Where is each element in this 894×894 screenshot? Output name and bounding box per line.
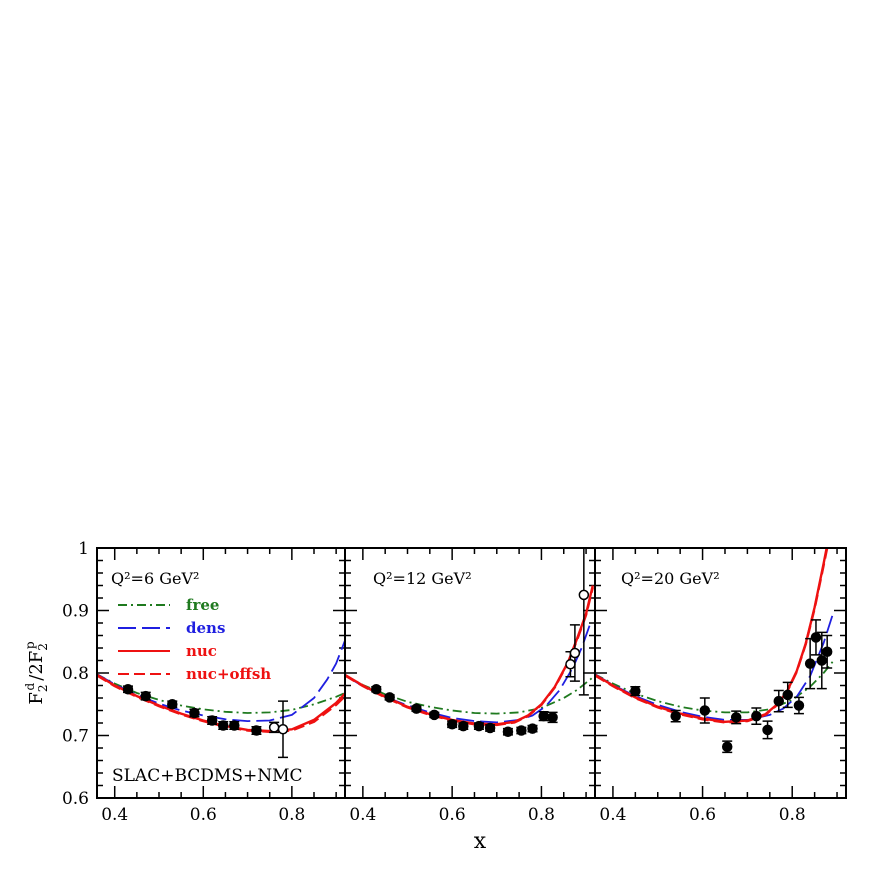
curve-nuc-offsh (595, 548, 829, 724)
panel-q2-12: 0.4 0.6 0.8 Q²=12 GeV² (344, 547, 596, 825)
curve-free (345, 674, 595, 715)
data-point-filled (547, 712, 558, 723)
data-point-filled (782, 689, 793, 701)
data-point-filled (810, 632, 822, 643)
data-point-filled (699, 705, 711, 716)
data-point-open (277, 724, 289, 735)
panel-ticks: 0.4 0.6 0.8 (97, 547, 345, 825)
data-point-filled (429, 709, 440, 721)
panel-title: Q²=12 GeV² (373, 569, 472, 588)
y-tick-label: 0.9 (62, 602, 89, 622)
legend-entry-dens: dens (118, 619, 225, 637)
data-point-filled (122, 684, 134, 695)
x-tick-label: 0.8 (528, 805, 555, 825)
curve-nuc (345, 585, 594, 726)
data-point-open (268, 722, 280, 733)
data-point-filled (751, 710, 762, 722)
legend-label-nuc-offsh: nuc+offsh (186, 665, 271, 683)
data-point-filled (527, 723, 538, 734)
x-tick-label: 0.4 (599, 805, 626, 825)
data-point-open (578, 589, 590, 601)
y-tick-label: 0.7 (62, 727, 89, 747)
panel-points (630, 619, 833, 754)
data-point-filled (821, 646, 833, 657)
curve-nuc-offsh (345, 587, 594, 727)
data-point-filled (773, 695, 785, 707)
legend-entry-nuc: nuc (118, 642, 217, 660)
panel-points (371, 548, 590, 737)
data-point-filled (251, 725, 262, 736)
legend-entry-free: free (118, 596, 219, 614)
data-point-filled (446, 719, 458, 730)
data-point-filled (217, 720, 229, 731)
y-axis-title: F2d/2F2p (23, 641, 50, 704)
data-point-filled (816, 655, 828, 666)
panel-curves (345, 585, 595, 727)
data-point-filled (189, 707, 200, 719)
x-axis-title: x (474, 829, 487, 854)
data-point-filled (384, 692, 395, 703)
data-point-filled (473, 720, 485, 732)
data-point-filled (502, 726, 514, 737)
curve-free (97, 673, 345, 714)
legend-label-free: free (186, 596, 219, 614)
data-point-open (565, 659, 576, 670)
data-point-filled (793, 700, 805, 711)
panel-ticks: 0.4 0.6 0.8 (595, 547, 846, 825)
y-tick-label: 0.8 (62, 664, 89, 684)
data-point-filled (206, 715, 218, 726)
panel-q2-6: 0.4 0.6 0.8 Q²=6 GeV² (96, 547, 346, 825)
data-point-filled (762, 724, 773, 736)
data-point-filled (167, 699, 178, 710)
panel-title: Q²=20 GeV² (621, 569, 720, 588)
x-tick-label: 0.8 (779, 805, 806, 825)
data-point-open (569, 647, 581, 659)
panel-curves (97, 640, 345, 733)
panel-frame (594, 547, 847, 799)
data-point-filled (411, 703, 422, 714)
legend-label-nuc: nuc (186, 642, 217, 660)
data-point-filled (371, 684, 382, 695)
data-point-filled (458, 720, 469, 732)
y-tick-labels: 0.6 0.7 0.8 0.9 1 (62, 539, 89, 809)
y-tick-label: 1 (78, 539, 89, 559)
legend: free dens nuc nuc+offsh (118, 596, 271, 683)
data-point-filled (538, 710, 549, 722)
legend-entry-nuc-offsh: nuc+offsh (118, 665, 271, 683)
data-point-filled (730, 712, 742, 723)
data-point-filled (630, 685, 641, 697)
data-point-filled (516, 725, 527, 736)
data-point-filled (804, 658, 816, 669)
x-tick-label: 0.6 (689, 805, 716, 825)
x-tick-label: 0.8 (278, 805, 305, 825)
x-tick-label: 0.6 (439, 805, 466, 825)
data-point-filled (721, 741, 733, 752)
y-tick-label: 0.6 (62, 789, 89, 809)
panel-title: Q²=6 GeV² (111, 569, 199, 588)
data-point-filled (484, 722, 496, 734)
data-point-filled (229, 720, 240, 731)
curve-dens (345, 622, 592, 724)
x-tick-label: 0.4 (349, 805, 376, 825)
data-point-filled (140, 690, 151, 702)
x-tick-label: 0.6 (190, 805, 217, 825)
x-tick-label: 0.4 (101, 805, 128, 825)
panel-q2-20: 0.4 0.6 0.8 Q²=20 GeV² (594, 547, 847, 825)
dataset-label: SLAC+BCDMS+NMC (112, 766, 303, 786)
panel-points (122, 684, 289, 759)
panel-ticks: 0.4 0.6 0.8 (345, 547, 595, 825)
data-point-filled (670, 710, 681, 722)
legend-label-dens: dens (186, 619, 225, 637)
